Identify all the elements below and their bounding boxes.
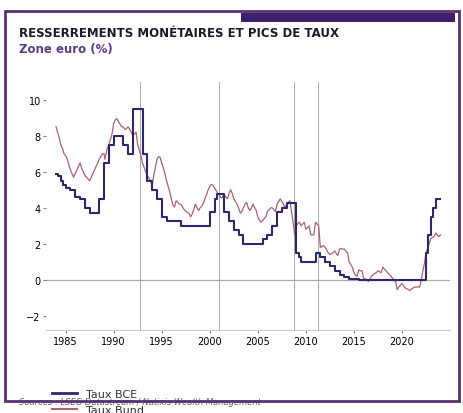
Text: Zone euro (%): Zone euro (%) [19,43,112,56]
Legend: Taux BCE, Taux Bund: Taux BCE, Taux Bund [48,385,148,413]
Text: RESSERREMENTS MONÉTAIRES ET PICS DE TAUX: RESSERREMENTS MONÉTAIRES ET PICS DE TAUX [19,27,338,40]
Text: Sources : LSEG Datastream / Natixis Wealth Management: Sources : LSEG Datastream / Natixis Weal… [19,396,260,406]
